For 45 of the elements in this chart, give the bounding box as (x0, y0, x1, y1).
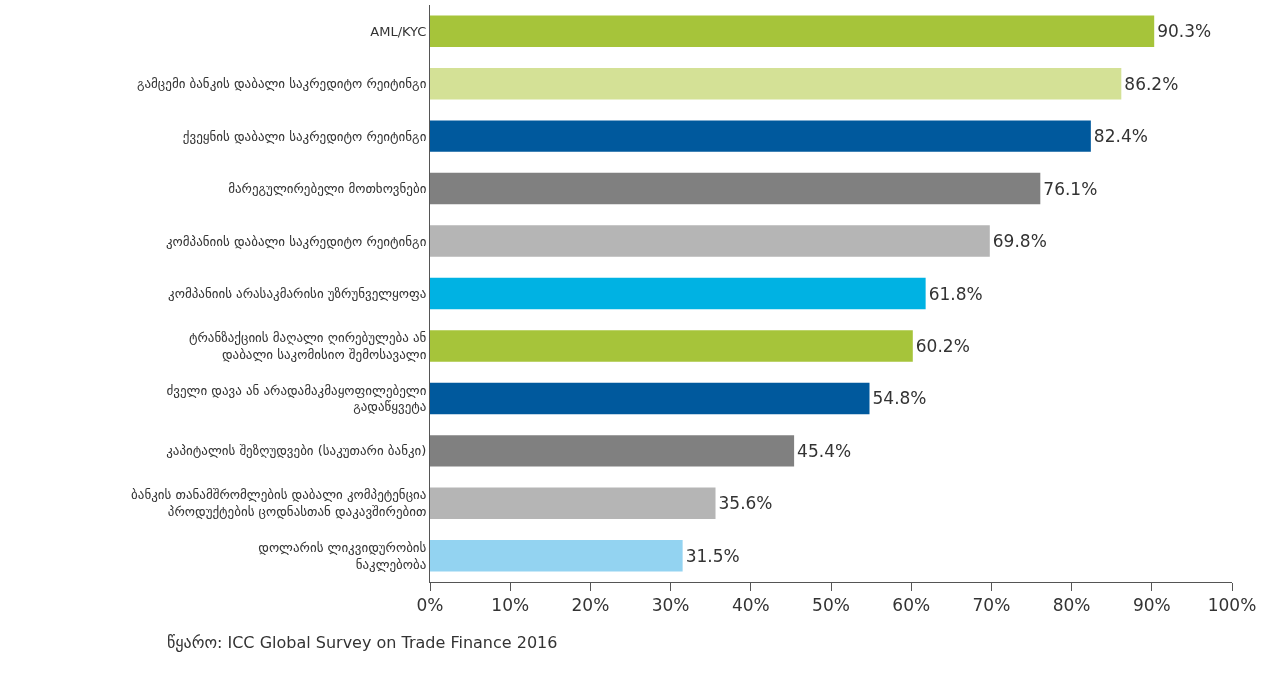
bar (430, 277, 926, 310)
y-tick-label: ქვეყნის დაბალი საკრედიტო რეიტინგი (182, 128, 427, 144)
bar (430, 487, 716, 520)
bar (430, 120, 1091, 152)
bar (430, 225, 990, 257)
bar (430, 540, 683, 572)
bar (430, 382, 870, 415)
data-label: 60.2% (915, 335, 970, 356)
data-label: 76.1% (1043, 178, 1098, 199)
y-tick-label: მარეგულირებელი მოთხოვნები (228, 181, 427, 197)
x-tick-label: 0% (416, 595, 444, 616)
x-tick-label: 60% (892, 595, 931, 616)
y-tick-label: კომპანიის არასაკმარისი უზრუნველყოფა (168, 286, 427, 302)
data-label: 82.4% (1093, 126, 1148, 147)
data-label: 86.2% (1124, 73, 1179, 94)
bar (430, 172, 1041, 205)
text: წყარო: ICC Global Survey on Trade Finance 2016 (167, 633, 558, 652)
data-label: 61.8% (928, 283, 983, 304)
x-tick-label: 80% (1052, 595, 1091, 616)
x-tick-label: 30% (651, 595, 690, 616)
x-tick-label: 100% (1207, 595, 1257, 616)
y-tick-label: დოლარის ლიკვიდურობის ნაკლებობა (258, 539, 427, 572)
y-tick-label: კაპიტალის შეზღუდვები (საკუთარი ბანკი) (166, 443, 427, 459)
x-tick-label: 10% (491, 595, 530, 616)
data-label: 45.4% (797, 440, 852, 461)
y-tick-label: გამცემი ბანკის დაბალი საკრედიტო რეიტინგი (136, 76, 427, 92)
data-label: 69.8% (992, 231, 1047, 252)
data-label: 54.8% (872, 388, 927, 409)
x-tick-label: 70% (972, 595, 1011, 616)
y-tick-label: ბანკის თანამშრომლების დაბალი კომპეტენცია პროდუქტების ცოდნასთან დაკავშირებით (131, 487, 427, 520)
y-tick-label: AML/KYC (370, 23, 427, 39)
x-tick-label: 20% (571, 595, 610, 616)
data-label: 35.6% (718, 493, 773, 514)
data-label: 90.3% (1157, 21, 1212, 42)
bar (430, 15, 1155, 47)
bar (430, 67, 1122, 100)
bar (430, 435, 795, 467)
x-tick-label: 40% (731, 595, 770, 616)
y-tick-label: კომპანიის დაბალი საკრედიტო რეიტინგი (165, 233, 427, 249)
x-tick-label: 50% (812, 595, 850, 616)
data-label: 31.5% (685, 545, 740, 566)
bar (430, 330, 913, 362)
y-tick-label: ტრანზაქციის მაღალი ღირებულება ან დაბალი საკომისიო შემოსავალი (188, 330, 427, 362)
x-tick-label: 90% (1132, 595, 1171, 616)
y-tick-label: ძველი დავა ან არადამაკმაყოფილებელი გადაწყვეტა (166, 382, 427, 415)
